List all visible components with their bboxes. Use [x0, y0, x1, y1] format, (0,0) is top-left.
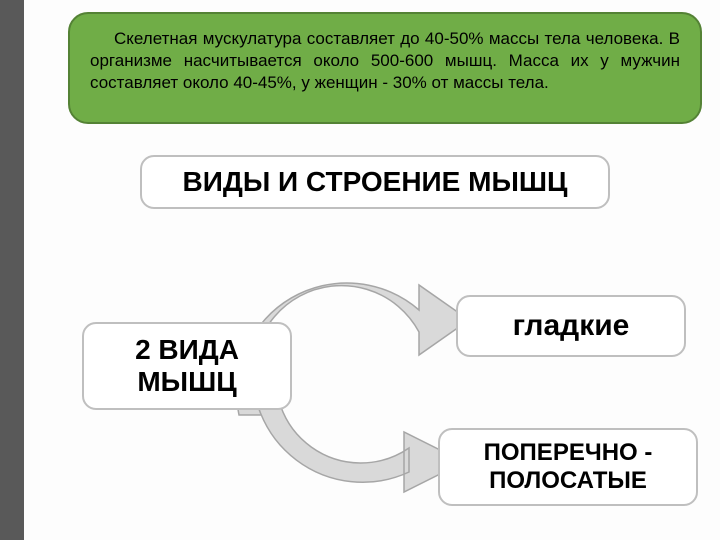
title-box: ВИДЫ И СТРОЕНИЕ МЫШЦ	[140, 155, 610, 209]
info-text: Скелетная мускулатура составляет до 40-5…	[90, 29, 680, 92]
right-top-box: гладкие	[456, 295, 686, 357]
slide: Скелетная мускулатура составляет до 40-5…	[0, 0, 720, 540]
info-box: Скелетная мускулатура составляет до 40-5…	[68, 12, 702, 124]
right-bottom-box: ПОПЕРЕЧНО - ПОЛОСАТЫЕ	[438, 428, 698, 506]
right-top-text: гладкие	[513, 309, 630, 344]
left-box-text: 2 ВИДА МЫШЦ	[84, 334, 290, 398]
title-text: ВИДЫ И СТРОЕНИЕ МЫШЦ	[183, 166, 568, 198]
left-box: 2 ВИДА МЫШЦ	[82, 322, 292, 410]
right-bottom-text: ПОПЕРЕЧНО - ПОЛОСАТЫЕ	[440, 439, 696, 494]
